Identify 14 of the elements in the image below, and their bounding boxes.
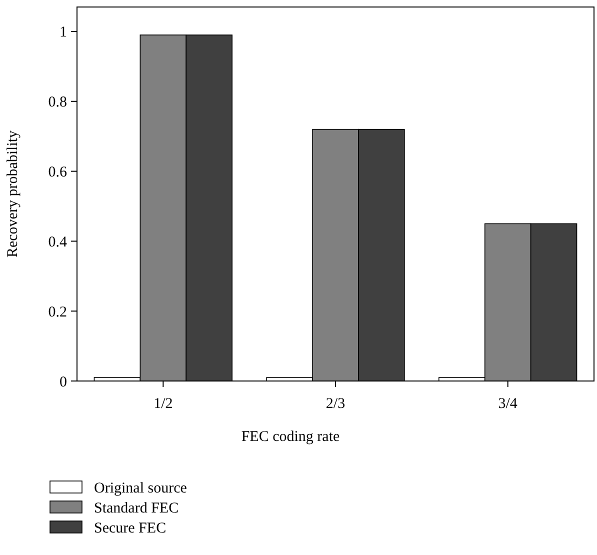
legend-label: Standard FEC: [94, 500, 179, 516]
legend-label: Secure FEC: [94, 520, 166, 536]
x-tick-label: 2/3: [326, 396, 346, 412]
y-axis-title: Recovery probability: [5, 130, 21, 258]
y-tick-label: 0.6: [48, 164, 68, 181]
y-tick-label: 0.2: [48, 304, 67, 320]
legend-label: Original source: [94, 480, 188, 496]
x-tick-label: 3/4: [498, 396, 518, 412]
y-tick-label: 0.4: [48, 234, 68, 250]
y-tick-label: 1: [60, 24, 67, 41]
x-axis-title: FEC coding rate: [241, 429, 340, 445]
y-tick-label: 0: [60, 374, 67, 390]
y-tick-label: 0.8: [48, 94, 67, 111]
x-tick-label: 1/2: [154, 396, 173, 412]
